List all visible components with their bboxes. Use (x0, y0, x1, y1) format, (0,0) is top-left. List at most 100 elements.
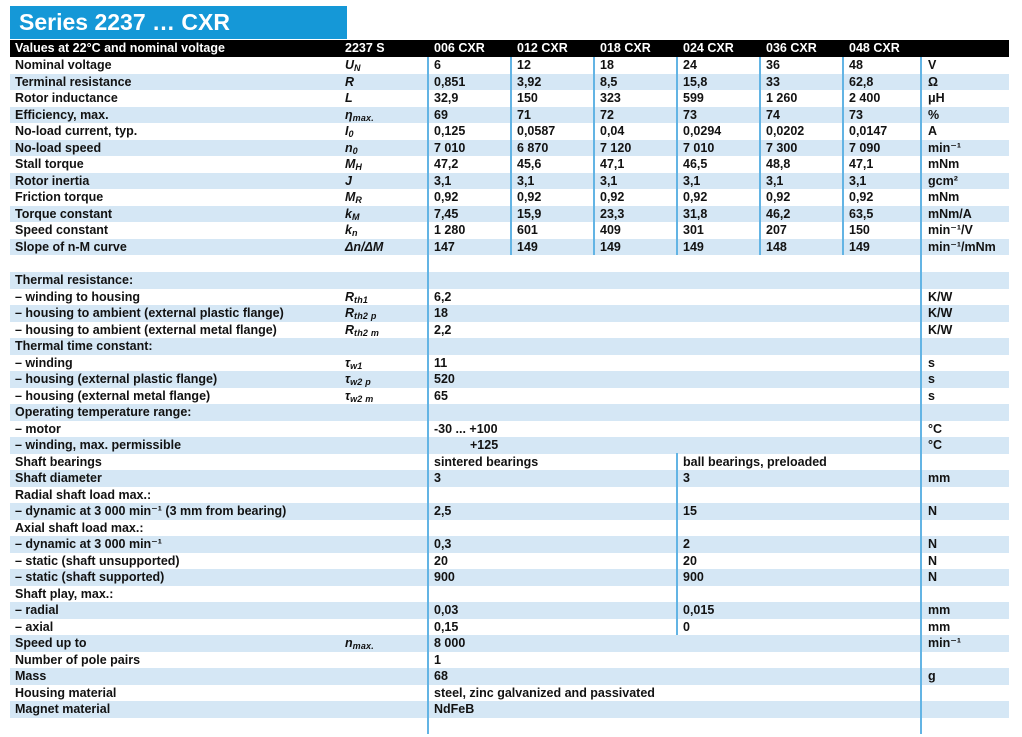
column-divider-048 (842, 57, 844, 255)
value-cell-sintered: 0,3 (434, 537, 452, 551)
table-row: Number of pole pairs 1 (10, 652, 1009, 669)
table-row: Thermal resistance: (10, 272, 1009, 289)
header-col-048cxr: 048 CXR (849, 41, 900, 55)
value-cell: 18 (600, 58, 614, 72)
value-cell: 601 (517, 223, 538, 237)
value-cell: 599 (683, 91, 704, 105)
unit-cell: Ω (928, 74, 939, 89)
row-label: Shaft bearings (15, 454, 102, 469)
value-cell: 7 300 (766, 140, 798, 155)
row-label: Speed up to (15, 636, 87, 650)
unit-cell: s (928, 355, 935, 370)
table-row: Housing material steel, zinc galvanized a… (10, 685, 1009, 702)
unit-cell: % (928, 107, 940, 122)
value-cell: 74 (766, 107, 780, 122)
value-cell: 0,92 (600, 190, 625, 204)
row-symbol: nmax. (345, 636, 374, 651)
table-row: Shaft bearings sintered bearings ball bear… (10, 454, 1009, 471)
table-row: Rotor inductance L 32,9 150 323 599 1 260 2 400… (10, 90, 1009, 107)
row-label: – housing to ambient (external metal fla… (15, 322, 277, 337)
value-cell: NdFeB (434, 702, 475, 716)
value-cell: 8 000 (434, 636, 466, 650)
series-title-banner: Series 2237 … CXR (10, 6, 347, 39)
value-cell: 3,1 (849, 173, 867, 188)
row-label: Nominal voltage (15, 58, 112, 72)
table-row: Friction torque MR 0,92 0,92 0,92 0,92 0,92 0,9… (10, 189, 1009, 206)
row-label: Mass (15, 669, 47, 683)
value-cell: 148 (766, 239, 787, 254)
value-cell: 6,2 (434, 289, 452, 304)
table-row: Shaft diameter 3 3 mm (10, 470, 1009, 487)
row-label: Axial shaft load max.: (15, 520, 144, 535)
table-row: Shaft play, max.: (10, 586, 1009, 603)
value-cell: 149 (517, 239, 538, 254)
value-cell-ball: 2 (683, 537, 690, 551)
value-cell-ball: 0 (683, 619, 690, 634)
table-row: – static (shaft unsupported) 20 20 N (10, 553, 1009, 570)
value-cell: 0,0202 (766, 124, 805, 138)
row-symbol: τw1 (345, 355, 363, 371)
row-label: – housing (external plastic flange) (15, 372, 218, 386)
value-cell: 3,1 (683, 173, 701, 188)
table-row (10, 718, 1009, 735)
value-cell: 31,8 (683, 206, 708, 221)
value-cell: 46,2 (766, 206, 791, 221)
row-symbol: n0 (345, 140, 358, 156)
value-cell: 18 (434, 306, 448, 320)
column-divider-bearings (676, 453, 678, 635)
value-cell: 46,5 (683, 157, 708, 171)
value-cell: 47,2 (434, 157, 459, 171)
unit-cell: K/W (928, 322, 953, 337)
unit-cell: N (928, 537, 938, 551)
row-label: Number of pole pairs (15, 652, 141, 667)
value-cell: 0,92 (849, 190, 874, 204)
row-label: Shaft diameter (15, 471, 102, 485)
row-symbol: UN (345, 58, 361, 73)
value-cell: 45,6 (517, 157, 542, 171)
value-cell: 0,125 (434, 124, 466, 138)
unit-cell: min⁻¹/V (928, 223, 973, 237)
unit-cell: K/W (928, 289, 953, 304)
value-cell: 36 (766, 58, 780, 72)
row-symbol: J (345, 173, 352, 188)
row-symbol: R (345, 74, 355, 89)
row-symbol: Δn/ΔM (345, 239, 384, 254)
spec-table: Nominal voltage UN 6 12 18 24 36 48 V Terminal re… (10, 57, 1009, 734)
column-divider-018 (593, 57, 595, 255)
value-cell: 3,1 (434, 173, 452, 188)
value-cell: 2 400 (849, 91, 881, 105)
table-row: Radial shaft load max.: (10, 487, 1009, 504)
row-label: – winding to housing (15, 289, 140, 304)
column-divider-012 (510, 57, 512, 255)
row-label: – dynamic at 3 000 min⁻¹ (3 mm from bear… (15, 504, 287, 518)
value-cell-ball: 0,015 (683, 603, 715, 617)
column-divider-024 (676, 57, 678, 255)
column-divider-left (427, 57, 429, 734)
table-row: – motor -30 ... +100 °C (10, 421, 1009, 438)
row-label: – winding, max. permissible (15, 438, 182, 452)
row-label: Speed constant (15, 223, 109, 237)
value-cell: 3,1 (517, 173, 535, 188)
value-cell: 7 010 (434, 140, 466, 155)
value-cell: 2,2 (434, 322, 452, 337)
value-cell: 47,1 (600, 157, 625, 171)
value-cell: 0,0147 (849, 124, 888, 138)
column-divider-036 (759, 57, 761, 255)
value-cell-sintered: 0,03 (434, 603, 459, 617)
table-row: Magnet material NdFeB (10, 701, 1009, 718)
row-label: – motor (15, 421, 61, 436)
unit-cell: K/W (928, 306, 953, 320)
table-row: – radial 0,03 0,015 mm (10, 602, 1009, 619)
value-cell: 7 010 (683, 140, 715, 155)
value-cell: 8,5 (600, 74, 618, 89)
value-cell-ball: 3 (683, 471, 690, 485)
value-cell: 1 (434, 652, 441, 667)
value-cell: 0,92 (766, 190, 791, 204)
value-cell: 47,1 (849, 157, 874, 171)
value-cell-sintered: sintered bearings (434, 454, 539, 469)
row-label: No-load current, typ. (15, 124, 138, 138)
table-row: Axial shaft load max.: (10, 520, 1009, 537)
value-cell: 15,8 (683, 74, 708, 89)
value-cell: 1 260 (766, 91, 798, 105)
value-cell: 48 (849, 58, 863, 72)
